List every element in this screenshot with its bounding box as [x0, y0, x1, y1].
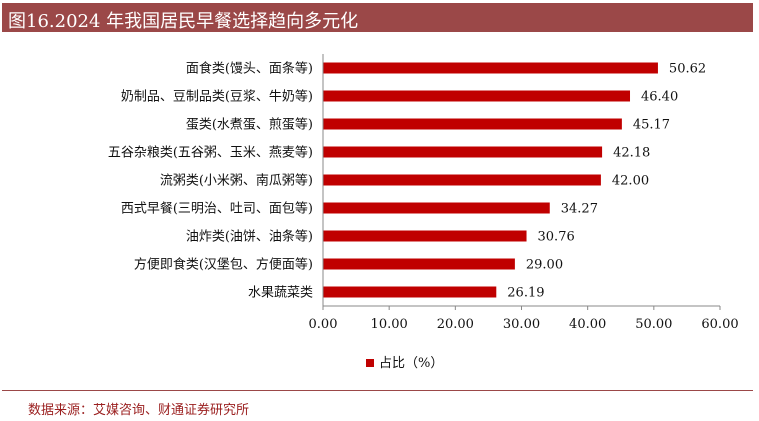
- title-bar: 图16.2024 年我国居民早餐选择趋向多元化: [2, 3, 753, 32]
- data-label: 50.62: [669, 62, 706, 77]
- x-tick-label: 40.00: [569, 317, 606, 332]
- category-label: 油炸类(油饼、油条等): [186, 229, 313, 245]
- data-label: 29.00: [526, 258, 563, 273]
- legend-swatch: [366, 359, 374, 367]
- category-label: 方便即食类(汉堡包、方便面等): [134, 257, 313, 273]
- x-tick-label: 30.00: [503, 317, 540, 332]
- figure-title: 图16.2024 年我国居民早餐选择趋向多元化: [8, 11, 359, 32]
- data-label: 42.00: [612, 174, 649, 189]
- bar: [323, 62, 658, 74]
- bar: [323, 258, 515, 270]
- footer-divider: [2, 390, 753, 391]
- data-label: 30.76: [538, 230, 575, 245]
- x-tick-label: 50.00: [635, 317, 672, 332]
- x-tick-label: 60.00: [701, 317, 738, 332]
- bar: [323, 286, 497, 298]
- data-label: 26.19: [507, 286, 544, 301]
- x-tick-label: 10.00: [371, 317, 408, 332]
- source-note: 数据来源：艾媒咨询、财通证券研究所: [28, 403, 250, 418]
- category-label: 奶制品、豆制品类(豆浆、牛奶等): [121, 89, 313, 105]
- data-label: 34.27: [561, 202, 598, 217]
- bar: [323, 230, 527, 242]
- category-label: 西式早餐(三明治、吐司、面包等): [121, 201, 313, 217]
- data-label: 45.17: [633, 118, 670, 133]
- x-tick-label: 20.00: [437, 317, 474, 332]
- data-label: 46.40: [641, 90, 678, 105]
- bar: [323, 174, 601, 186]
- category-label: 流粥类(小米粥、南瓜粥等): [160, 173, 313, 189]
- x-tick-label: 0.00: [309, 317, 338, 332]
- bar: [323, 90, 631, 102]
- bar: [323, 202, 550, 214]
- bar: [323, 146, 603, 158]
- category-label: 面食类(馒头、面条等): [186, 61, 313, 77]
- legend-label: 占比（%）: [379, 356, 443, 371]
- category-label: 水果蔬菜类: [248, 286, 313, 301]
- bar: [323, 118, 622, 130]
- category-label: 蛋类(水煮蛋、煎蛋等): [186, 117, 313, 133]
- category-label: 五谷杂粮类(五谷粥、玉米、燕麦等): [108, 145, 313, 161]
- data-label: 42.18: [613, 146, 650, 161]
